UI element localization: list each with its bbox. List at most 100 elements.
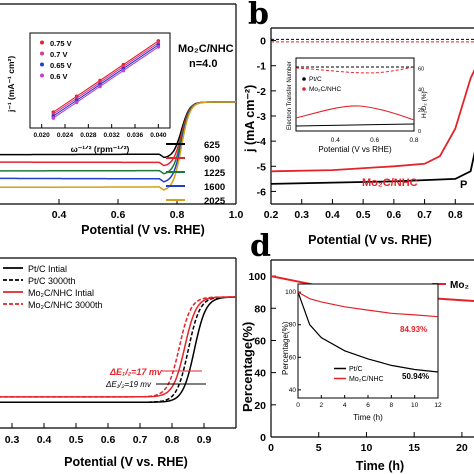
panel-c-legend-label: Pt/C Intial [28, 264, 67, 274]
panel-a-legend-label: 625 [204, 140, 221, 151]
panel-c-annot-red: ΔE₁/₂=17 mv [109, 367, 163, 377]
panel-b-x-tick-label: 0.7 [417, 209, 432, 221]
panel-d-y-tick-label: 0 [260, 432, 266, 444]
panel-b-x-tick-label: 0.6 [387, 209, 402, 221]
panel-c-legend: Pt/C Intial Pt/C 3000th Mo₂C/NHC Intial Mo₂… [3, 264, 103, 310]
panel-a-inset-legend-marker [40, 62, 44, 67]
panel-d-legend-label: Mo₂ [450, 280, 469, 291]
panel-d-inset-y-tick-label: 80 [289, 322, 297, 329]
panel-b-x-tick-label: 0.2 [264, 209, 279, 221]
panel-c-legend-label: Mo₂C/NHC Intial [28, 288, 94, 298]
panel-b-x-tick-label: 0.5 [356, 209, 371, 221]
panel-d-x-tick-label: 0 [268, 442, 274, 454]
panel-b-curve-Mo₂C/NHC [270, 68, 474, 173]
panel-b-y-tick-label: -6 [257, 186, 266, 198]
panel-b-inset-h2o2-ptc [295, 123, 415, 127]
panel-b-inset-h2o2-mo2c [295, 105, 415, 121]
panel-d-inset-curve-Mo₂C/NHC [297, 291, 439, 318]
panel-b-inset-right-tick-label: 20 [418, 108, 424, 114]
panel-b-inset-right-tick-label: 0 [418, 129, 421, 135]
panel-a-n-label: n=4.0 [189, 58, 217, 70]
panel-d-x-tick-label: 20 [456, 442, 468, 454]
panel-b-y-tick-label: -1 [257, 61, 266, 73]
panel-d-y-tick-label: 80 [254, 303, 266, 315]
panel-c-x-tick-label: 0.9 [197, 434, 212, 446]
panel-d-y-tick-label: 20 [254, 400, 266, 412]
panel-d-inset-x-tick-label: 2 [320, 402, 324, 409]
panel-b-inset-legend-label: Mo₂C/NHC [309, 86, 341, 93]
panel-d-inset-x-tick-label: 12 [434, 402, 442, 409]
panel-d-inset: Percentage(%) Time (h) 0 2 4 6 8 10 12 100 80 60 4… [281, 283, 442, 422]
panel-d-x-label: Time (h) [356, 459, 404, 473]
panel-a-inset-x-tick-label: 0.040 [150, 132, 167, 139]
panel-d-inset-x-tick-label: 6 [366, 402, 370, 409]
panel-a-inset-x-ticks: 0.020 0.024 0.028 0.032 0.036 0.040 [34, 124, 167, 139]
panel-a-inset-point [156, 45, 161, 49]
panel-a-inset-legend-label: 0.6 V [50, 72, 68, 81]
panel-b-y-tick-label: -3 [257, 111, 266, 123]
panel-a-inset-lines [51, 39, 161, 120]
panel-d-inset-x-tick-label: 10 [411, 402, 419, 409]
panel-b-y-tick-label: 0 [260, 36, 266, 48]
panel-a-curve-2025 [0, 101, 236, 191]
panel-b-inset-right-label: H₂O₂ (%) [421, 91, 428, 118]
panel-d-inset-lines [297, 291, 439, 373]
panel-b-inset-x-tick-label: 0.8 [409, 137, 418, 144]
panel-d-inset-curve-Pt/C [297, 291, 439, 373]
panel-d-x-tick-label: 15 [408, 442, 420, 454]
panel-c-legend-label: Mo₂C/NHC 3000th [28, 300, 103, 310]
panel-b-y-tick-label: -5 [257, 161, 266, 173]
panel-b-curve-Pt/C [270, 151, 474, 185]
panel-a-x-ticks: 0.4 0.6 0.8 1.0 [52, 199, 244, 221]
panel-a-x-tick-label: 0.6 [111, 209, 126, 221]
panel-a-inset-x-label: ω⁻¹ᐟ² (rpm⁻¹ᐟ²) [71, 144, 130, 154]
panel-c-x-tick-label: 0.8 [165, 434, 180, 446]
panel-d-inset-ticks: 0 2 4 6 8 10 12 100 80 60 40 [285, 289, 442, 409]
panel-d-inset-x-tick-label: 8 [390, 402, 394, 409]
panel-d-inset-y-tick-label: 100 [285, 289, 296, 296]
panel-d: d Percentage(%) Time (h) 0 5 10 15 201008060… [240, 229, 474, 473]
panel-b-inset-lines [295, 66, 415, 127]
panel-a-inset: j⁻¹ (mA⁻¹ cm²) ω⁻¹ᐟ² (rpm⁻¹ᐟ²) 0.020 0.02… [6, 32, 171, 154]
panel-d-inset-x-tick-label: 0 [296, 402, 300, 409]
panel-d-x-tick-label: 10 [361, 442, 373, 454]
panel-a-inset-y-label: j⁻¹ (mA⁻¹ cm²) [6, 56, 16, 113]
panel-c-x-tick-label: 0.7 [133, 434, 148, 446]
panel-b-inset-legend-marker [302, 77, 306, 81]
panel-b-inset-x-label: Potential (V vs RHE) [318, 145, 392, 154]
panel-c-x-tick-label: 0.3 [5, 434, 20, 446]
panel-c: 0.3 0.4 0.5 0.6 0.7 0.8 0.9 Potential (V vs. R… [0, 257, 237, 469]
panel-c-annot-black: ΔE₁/₂=19 mv [105, 380, 152, 389]
panel-d-inset-x-tick-label: 4 [343, 402, 347, 409]
panel-c-legend-label: Pt/C 3000th [28, 276, 76, 286]
panel-a-legend: 625 900 1225 1600 2025 [166, 140, 226, 207]
panel-c-x-label: Potential (V vs. RHE) [64, 455, 188, 469]
panel-b-x-tick-label: 0.3 [294, 209, 309, 221]
panel-a-inset-x-tick-label: 0.032 [104, 132, 121, 139]
panel-a-sample-label: Mo₂C/NHC [178, 43, 234, 55]
panel-c-curve-Mo₂C/NHC 3000th [0, 296, 236, 398]
panel-d-inset-y-tick-label: 60 [289, 354, 297, 361]
panel-b-inset: Electron Transfer Number H₂O₂ (%) Potent… [287, 57, 428, 154]
panel-d-inset-legend-label: Mo₂C/NHC [349, 376, 384, 383]
panel-a-inset-legend-marker [40, 51, 44, 56]
panel-b-x-tick-label: 0.8 [448, 209, 463, 221]
panel-b-inset-legend-marker [302, 87, 306, 91]
panel-a-inset-legend-marker [40, 40, 44, 45]
panel-b: b j (mA cm⁻²) Potential (V vs. RHE) 0.2 0… [243, 0, 474, 247]
panel-a-legend-label: 2025 [204, 196, 226, 207]
panel-b-ticks: 0.2 0.3 0.4 0.5 0.6 0.7 0.80-1-2-3-4-5-6 [257, 36, 463, 221]
panel-a-x-tick-label: 0.4 [52, 209, 67, 221]
panel-d-inset-y-label: Percentage(%) [281, 321, 290, 375]
panel-c-curve-Pt/C 3000th [0, 296, 236, 403]
panel-c-curves [0, 296, 236, 403]
panel-b-x-tick-label: 0.4 [325, 209, 340, 221]
panel-d-x-tick-label: 5 [316, 442, 322, 454]
panel-d-y-tick-label: 40 [254, 368, 266, 380]
panel-b-inset-right-tick-label: 40 [418, 87, 424, 93]
panel-b-letter: b [248, 0, 269, 32]
panel-d-inset-legend-label: Pt/C [349, 366, 363, 373]
panel-a-x-tick-label: 1.0 [229, 209, 244, 221]
panel-a-x-tick-label: 0.8 [170, 209, 185, 221]
